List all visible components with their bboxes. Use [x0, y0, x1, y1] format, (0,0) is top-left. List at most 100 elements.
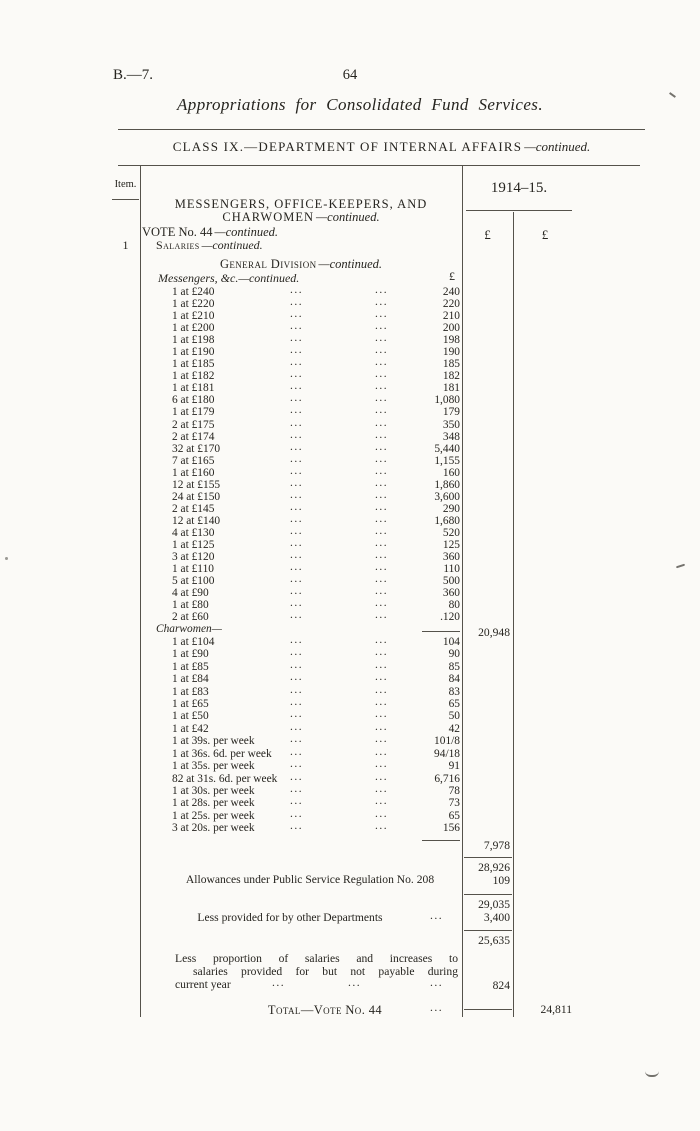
dot-leader: ...: [290, 332, 304, 345]
row-label: 1 at 36s. 6d. per week: [172, 747, 272, 760]
item-header-underline: [112, 199, 139, 200]
row-label: 1 at £83: [172, 685, 209, 698]
row-amount: 42: [448, 722, 460, 735]
table-row: 1 at £220...... 220: [142, 296, 462, 310]
dot-leader: ...: [290, 452, 304, 465]
dot-leader: ...: [375, 633, 389, 646]
salaries-heading-continued: —continued.: [201, 238, 263, 252]
table-row: 1 at £104...... 104: [142, 633, 462, 648]
vote-total-dots: ...: [430, 1001, 444, 1014]
row-amount: 360: [442, 587, 460, 600]
charwomen-heading: Charwomen—: [156, 623, 222, 636]
table-row: 1 at 25s. per week...... 65: [142, 808, 462, 822]
charwomen-rows: 1 at £104...... 104 1 at £90...... 90 1 at £…: [142, 633, 462, 835]
dot-leader: ...: [375, 296, 389, 309]
dot-leader: ...: [375, 476, 389, 489]
dot-leader: ...: [290, 404, 304, 417]
year-column-rule: [462, 165, 463, 1017]
dot-leader: ...: [290, 795, 304, 808]
dot-leader: ...: [290, 536, 304, 549]
dot-leader: ...: [375, 512, 389, 525]
row-label: 4 at £130: [172, 526, 215, 539]
doc-reference: B.—7.: [113, 67, 154, 83]
dot-leader: ...: [290, 308, 304, 321]
row-label: 1 at £200: [172, 322, 215, 335]
pound-symbol-left: £: [484, 227, 491, 242]
dot-leader: ...: [375, 783, 389, 795]
group-heading-line1: MESSENGERS, OFFICE-KEEPERS, AND: [174, 197, 428, 211]
row-amount: 6,716: [434, 772, 460, 785]
messenger-rows: 1 at £240...... 240 1 at £220...... 220 1 at…: [142, 284, 462, 623]
less-departments-dots: ...: [430, 909, 444, 922]
row-label: 1 at 39s. per week: [172, 735, 255, 748]
dot-leader: ...: [290, 708, 304, 721]
row-label: 1 at £42: [172, 722, 209, 735]
less-proportion-dots-1: ...: [272, 976, 286, 989]
row-label: 1 at £160: [172, 466, 215, 479]
row-label: 1 at £182: [172, 370, 215, 383]
allowances-amount: 109: [492, 874, 510, 887]
table-row: 1 at £50...... 50: [142, 708, 462, 722]
dot-leader: ...: [375, 536, 389, 549]
dot-leader: ...: [290, 416, 304, 429]
table-row: 1 at £210...... 210: [142, 308, 462, 322]
dot-leader: ...: [375, 464, 389, 477]
row-label: 1 at £80: [172, 599, 209, 612]
row-amount: 110: [443, 563, 460, 576]
division-heading-continued: —continued.: [318, 257, 383, 271]
dot-leader: ...: [375, 720, 389, 733]
dot-leader: ...: [290, 733, 304, 746]
dot-leader: ...: [290, 500, 304, 513]
table-row: 1 at £181...... 181: [142, 380, 462, 394]
dot-leader: ...: [290, 683, 304, 696]
row-amount: 500: [442, 575, 460, 588]
table-row: 1 at £182...... 182: [142, 368, 462, 383]
charwomen-subtotal: 7,978: [483, 839, 510, 852]
dot-leader: ...: [375, 770, 389, 783]
dot-leader: ...: [290, 464, 304, 477]
dot-leader: ...: [290, 720, 304, 733]
table-row: 1 at 39s. per week...... 101/8: [142, 733, 462, 748]
row-amount: 65: [448, 697, 460, 710]
vote-heading-continued: —continued.: [214, 225, 279, 239]
scan-artifact: [5, 557, 8, 560]
table-row: 1 at 30s. per week...... 78: [142, 783, 462, 797]
row-amount: 125: [442, 538, 460, 551]
dot-leader: ...: [290, 573, 304, 586]
dot-leader: ...: [375, 308, 389, 321]
scan-artifact: [675, 563, 686, 569]
dot-leader: ...: [375, 428, 389, 441]
dot-leader: ...: [290, 440, 304, 453]
vote-heading: VOTE No. 44 —continued.: [142, 225, 278, 240]
row-label: 2 at £145: [172, 502, 215, 515]
salaries-total-rule: [464, 857, 512, 858]
dot-leader: ...: [375, 561, 389, 574]
row-label: 2 at £174: [172, 430, 215, 443]
salaries-heading-text: Salaries: [156, 238, 200, 252]
table-row: 5 at £100...... 500: [142, 573, 462, 588]
dot-leader: ...: [375, 284, 389, 296]
dot-leader: ...: [290, 524, 304, 537]
table-row: 1 at 35s. per week...... 91: [142, 758, 462, 773]
dot-leader: ...: [290, 380, 304, 393]
dot-leader: ...: [290, 392, 304, 405]
division-heading-text: General Division: [219, 257, 317, 271]
item-column-rule: [140, 165, 141, 1017]
row-label: 1 at £190: [172, 346, 215, 359]
row-label: 1 at £104: [172, 635, 215, 648]
table-row: 12 at £140...... 1,680: [142, 512, 462, 527]
row-label: 1 at 35s. per week: [172, 760, 255, 773]
table-row: 2 at £175...... 350: [142, 416, 462, 431]
item-number: 1: [122, 238, 129, 252]
table-row: 1 at 28s. per week...... 73: [142, 795, 462, 810]
row-label: 1 at 28s. per week: [172, 797, 255, 810]
row-label: 12 at £140: [172, 514, 221, 527]
table-row: 3 at 20s. per week...... 156: [142, 820, 462, 834]
messengers-subtotal-rule: [422, 631, 460, 633]
row-amount: 1,155: [434, 454, 460, 467]
table-row: 4 at £90...... 360: [142, 585, 462, 600]
row-amount: 240: [442, 286, 460, 298]
row-label: 1 at 30s. per week: [172, 785, 255, 797]
less-proportion-line2: salaries provided for but not payable du…: [193, 965, 458, 978]
